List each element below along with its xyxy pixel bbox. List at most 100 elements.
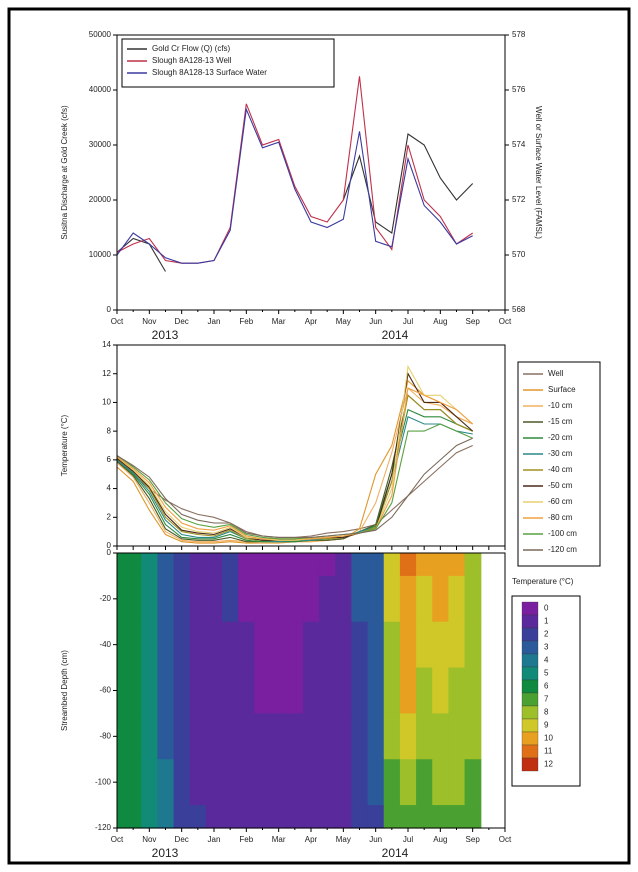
heat-cell bbox=[205, 805, 223, 829]
plot-frame bbox=[116, 344, 506, 547]
heat-cell bbox=[319, 759, 336, 806]
heat-cell bbox=[286, 713, 304, 760]
y-tick-label: 8 bbox=[107, 426, 112, 435]
heat-cell bbox=[270, 805, 288, 829]
y-axis-title: Susitna Discharge at Gold Creek (cfs) bbox=[60, 105, 69, 240]
heat-cell bbox=[125, 575, 142, 623]
heat-cell bbox=[222, 713, 239, 760]
y-tick-label: -40 bbox=[99, 640, 111, 649]
colorbar-label: 10 bbox=[544, 734, 553, 743]
heat-cell bbox=[270, 667, 288, 715]
heat-cell bbox=[383, 553, 401, 577]
heat-cell bbox=[117, 621, 126, 669]
heat-cell bbox=[399, 713, 417, 760]
heat-cell bbox=[302, 759, 320, 806]
legend-label: Well bbox=[548, 369, 564, 378]
x-tick-label: May bbox=[336, 835, 351, 844]
heat-cell bbox=[205, 575, 223, 623]
heat-cell bbox=[173, 621, 191, 669]
heat-cell bbox=[367, 759, 385, 806]
heat-cell bbox=[286, 553, 304, 577]
colorbar-label: 8 bbox=[544, 708, 549, 717]
heat-cell bbox=[319, 621, 336, 669]
x-tick-label: Jan bbox=[208, 317, 221, 326]
y-tick-label: -100 bbox=[95, 777, 112, 786]
colorbar-swatch bbox=[521, 731, 539, 746]
heat-cell bbox=[351, 575, 369, 623]
heat-cell bbox=[432, 667, 450, 715]
heat-cell bbox=[351, 759, 369, 806]
heat-cell bbox=[286, 667, 304, 715]
y-tick-label: -20 bbox=[99, 594, 111, 603]
heat-cell bbox=[141, 759, 159, 806]
heat-cell bbox=[464, 759, 482, 806]
heat-cell bbox=[399, 667, 417, 715]
heat-cell bbox=[189, 553, 207, 577]
heat-cell bbox=[270, 621, 288, 669]
legend-label: -120 cm bbox=[548, 545, 577, 554]
heat-cell bbox=[205, 759, 223, 806]
x-tick-label: Mar bbox=[272, 317, 286, 326]
heat-cell bbox=[448, 667, 466, 715]
x-tick-label: Nov bbox=[142, 317, 156, 326]
heat-cell bbox=[189, 805, 207, 829]
heat-cell bbox=[125, 713, 142, 760]
heat-cell bbox=[157, 713, 175, 760]
y-tick-label: 6 bbox=[107, 455, 112, 464]
year-label: 2014 bbox=[382, 328, 409, 342]
legend-label: -15 cm bbox=[548, 417, 573, 426]
heat-cell bbox=[254, 713, 272, 760]
heat-cell bbox=[270, 713, 288, 760]
heat-cell bbox=[367, 575, 385, 623]
legend-label: -30 cm bbox=[548, 449, 573, 458]
series-line bbox=[116, 364, 474, 541]
x-tick-label: Apr bbox=[305, 835, 318, 844]
x-tick-label: Dec bbox=[175, 835, 189, 844]
heat-cell bbox=[238, 553, 256, 577]
colorbar-label: 0 bbox=[544, 604, 549, 613]
heat-cell bbox=[125, 805, 142, 829]
y-tick-label: -80 bbox=[99, 731, 111, 740]
heat-cell bbox=[125, 621, 142, 669]
series-line bbox=[116, 444, 473, 538]
heat-cell bbox=[117, 553, 126, 577]
x-tick-label: Jul bbox=[403, 835, 413, 844]
series-line bbox=[116, 408, 473, 543]
y-tick-label: 10 bbox=[102, 398, 111, 407]
heat-cell bbox=[125, 667, 142, 715]
plot-frame bbox=[116, 552, 506, 829]
y-tick-label: 12 bbox=[102, 369, 111, 378]
heat-cell bbox=[416, 713, 433, 760]
legend-label: -40 cm bbox=[548, 465, 573, 474]
y-tick-label: 40000 bbox=[89, 85, 112, 94]
heat-cell bbox=[141, 553, 159, 577]
y-tick-label: 0 bbox=[107, 548, 112, 557]
series-line bbox=[342, 133, 474, 234]
heat-cell bbox=[399, 805, 417, 829]
heat-cell bbox=[141, 575, 159, 623]
x-tick-label: Sep bbox=[466, 835, 481, 844]
x-tick-label: Aug bbox=[433, 835, 447, 844]
heat-cell bbox=[254, 759, 272, 806]
heat-cell bbox=[448, 553, 466, 577]
heat-cell bbox=[222, 621, 239, 669]
heat-cell bbox=[432, 805, 450, 829]
heat-cell bbox=[464, 553, 482, 577]
heat-cell bbox=[205, 667, 223, 715]
heat-cell bbox=[416, 667, 433, 715]
y-tick-label: 10000 bbox=[89, 250, 112, 259]
plot-frame bbox=[116, 34, 506, 311]
y2-tick-label: 570 bbox=[512, 250, 526, 259]
x-tick-label: Jan bbox=[208, 835, 221, 844]
x-tick-label: May bbox=[336, 317, 351, 326]
heat-cell bbox=[173, 575, 191, 623]
heat-cell bbox=[157, 759, 175, 806]
legend-label: -80 cm bbox=[548, 513, 573, 522]
colorbar-swatch bbox=[521, 718, 539, 733]
heat-cell bbox=[448, 713, 466, 760]
heat-cell bbox=[319, 667, 336, 715]
y-tick-label: 4 bbox=[107, 484, 112, 493]
colorbar-swatch bbox=[521, 653, 539, 668]
heat-cell bbox=[464, 713, 482, 760]
heat-cell bbox=[351, 553, 369, 577]
